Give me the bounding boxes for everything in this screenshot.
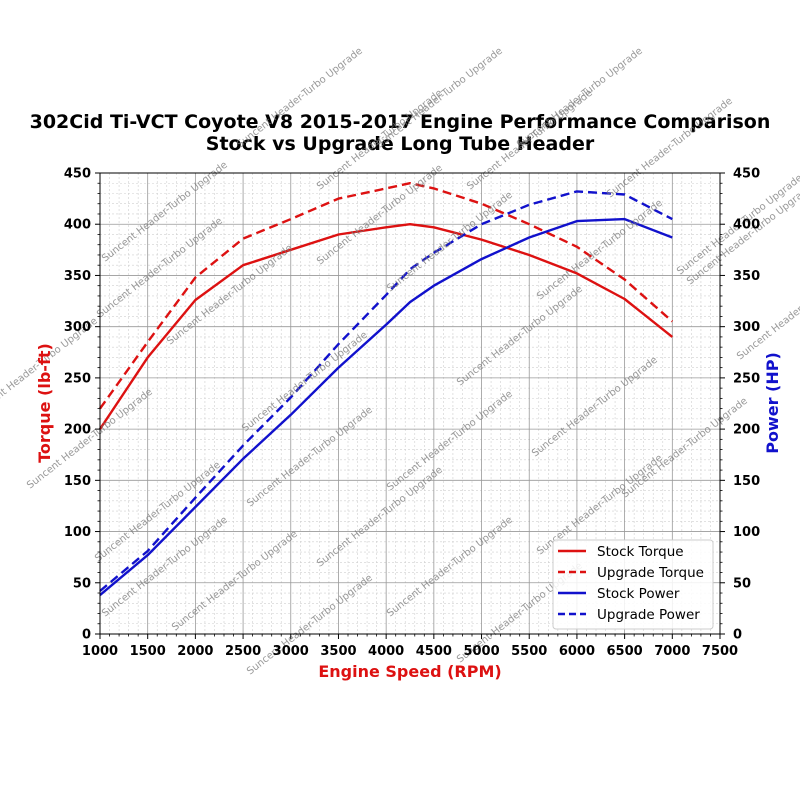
y-tick-label-left: 300 xyxy=(64,320,91,335)
y-tick-label-right: 350 xyxy=(733,269,760,284)
series-line-upgrade-power xyxy=(99,190,673,592)
y-axis-label-right: Power (HP) xyxy=(763,352,782,454)
x-tick-label: 6500 xyxy=(607,644,643,659)
y-tick-label-right: 50 xyxy=(733,576,751,591)
x-tick-label: 6000 xyxy=(559,644,595,659)
legend-box xyxy=(552,539,714,630)
y-tick-label-right: 150 xyxy=(733,474,760,489)
x-tick-label: 4500 xyxy=(416,644,452,659)
y-tick-label-right: 0 xyxy=(733,628,742,643)
x-tick-label: 1000 xyxy=(82,644,118,659)
x-tick-label: 5500 xyxy=(511,644,547,659)
x-tick-label: 4000 xyxy=(368,644,404,659)
x-tick-label: 1500 xyxy=(130,644,166,659)
x-tick-label: 3500 xyxy=(320,644,356,659)
chart-title-line1: 302Cid Ti-VCT Coyote V8 2015-2017 Engine… xyxy=(30,111,771,133)
x-axis-label: Engine Speed (RPM) xyxy=(318,662,501,681)
legend-label-stock-power: Stock Power xyxy=(597,586,680,602)
y-tick-label-left: 0 xyxy=(82,628,91,643)
legend-label-upgrade-power: Upgrade Power xyxy=(597,607,700,623)
plot-frame xyxy=(99,172,721,635)
y-tick-label-right: 250 xyxy=(733,371,760,386)
series-line-stock-torque xyxy=(99,222,674,430)
x-tick-label: 3000 xyxy=(273,644,309,659)
y-tick-label-right: 100 xyxy=(733,525,760,540)
y-tick-label-right: 300 xyxy=(733,320,760,335)
y-tick-label-left: 450 xyxy=(64,167,91,182)
axes-layer: 1000 1500 2000 2500 3000 3500 4000 4500 5000 5500… xyxy=(64,167,760,660)
series-layer xyxy=(99,181,674,597)
chart-title-line2: Stock vs Upgrade Long Tube Header xyxy=(206,133,595,155)
series-line-upgrade-torque xyxy=(99,181,674,410)
y-tick-label-left: 400 xyxy=(64,218,91,233)
y-axis-label-left: Torque (lb-ft) xyxy=(35,343,54,463)
y-tick-label-left: 50 xyxy=(73,576,91,591)
x-tick-label: 5000 xyxy=(463,644,499,659)
x-tick-label: 7500 xyxy=(702,644,738,659)
y-tick-label-right: 200 xyxy=(733,423,760,438)
y-tick-label-left: 200 xyxy=(64,423,91,438)
x-tick-label: 7000 xyxy=(654,644,690,659)
y-tick-label-left: 350 xyxy=(64,269,91,284)
y-tick-label-left: 150 xyxy=(64,474,91,489)
legend-label-upgrade-torque: Upgrade Torque xyxy=(597,565,704,581)
y-tick-label-left: 250 xyxy=(64,371,91,386)
y-tick-label-left: 100 xyxy=(64,525,91,540)
legend-label-stock-torque: Stock Torque xyxy=(597,544,684,560)
y-tick-label-right: 450 xyxy=(733,167,760,182)
series-line-stock-power xyxy=(99,217,673,597)
legend: Stock Torque Upgrade Torque Stock Power Upg… xyxy=(552,539,714,630)
x-tick-label: 2500 xyxy=(225,644,261,659)
y-tick-label-right: 400 xyxy=(733,218,760,233)
x-tick-label: 2000 xyxy=(177,644,213,659)
